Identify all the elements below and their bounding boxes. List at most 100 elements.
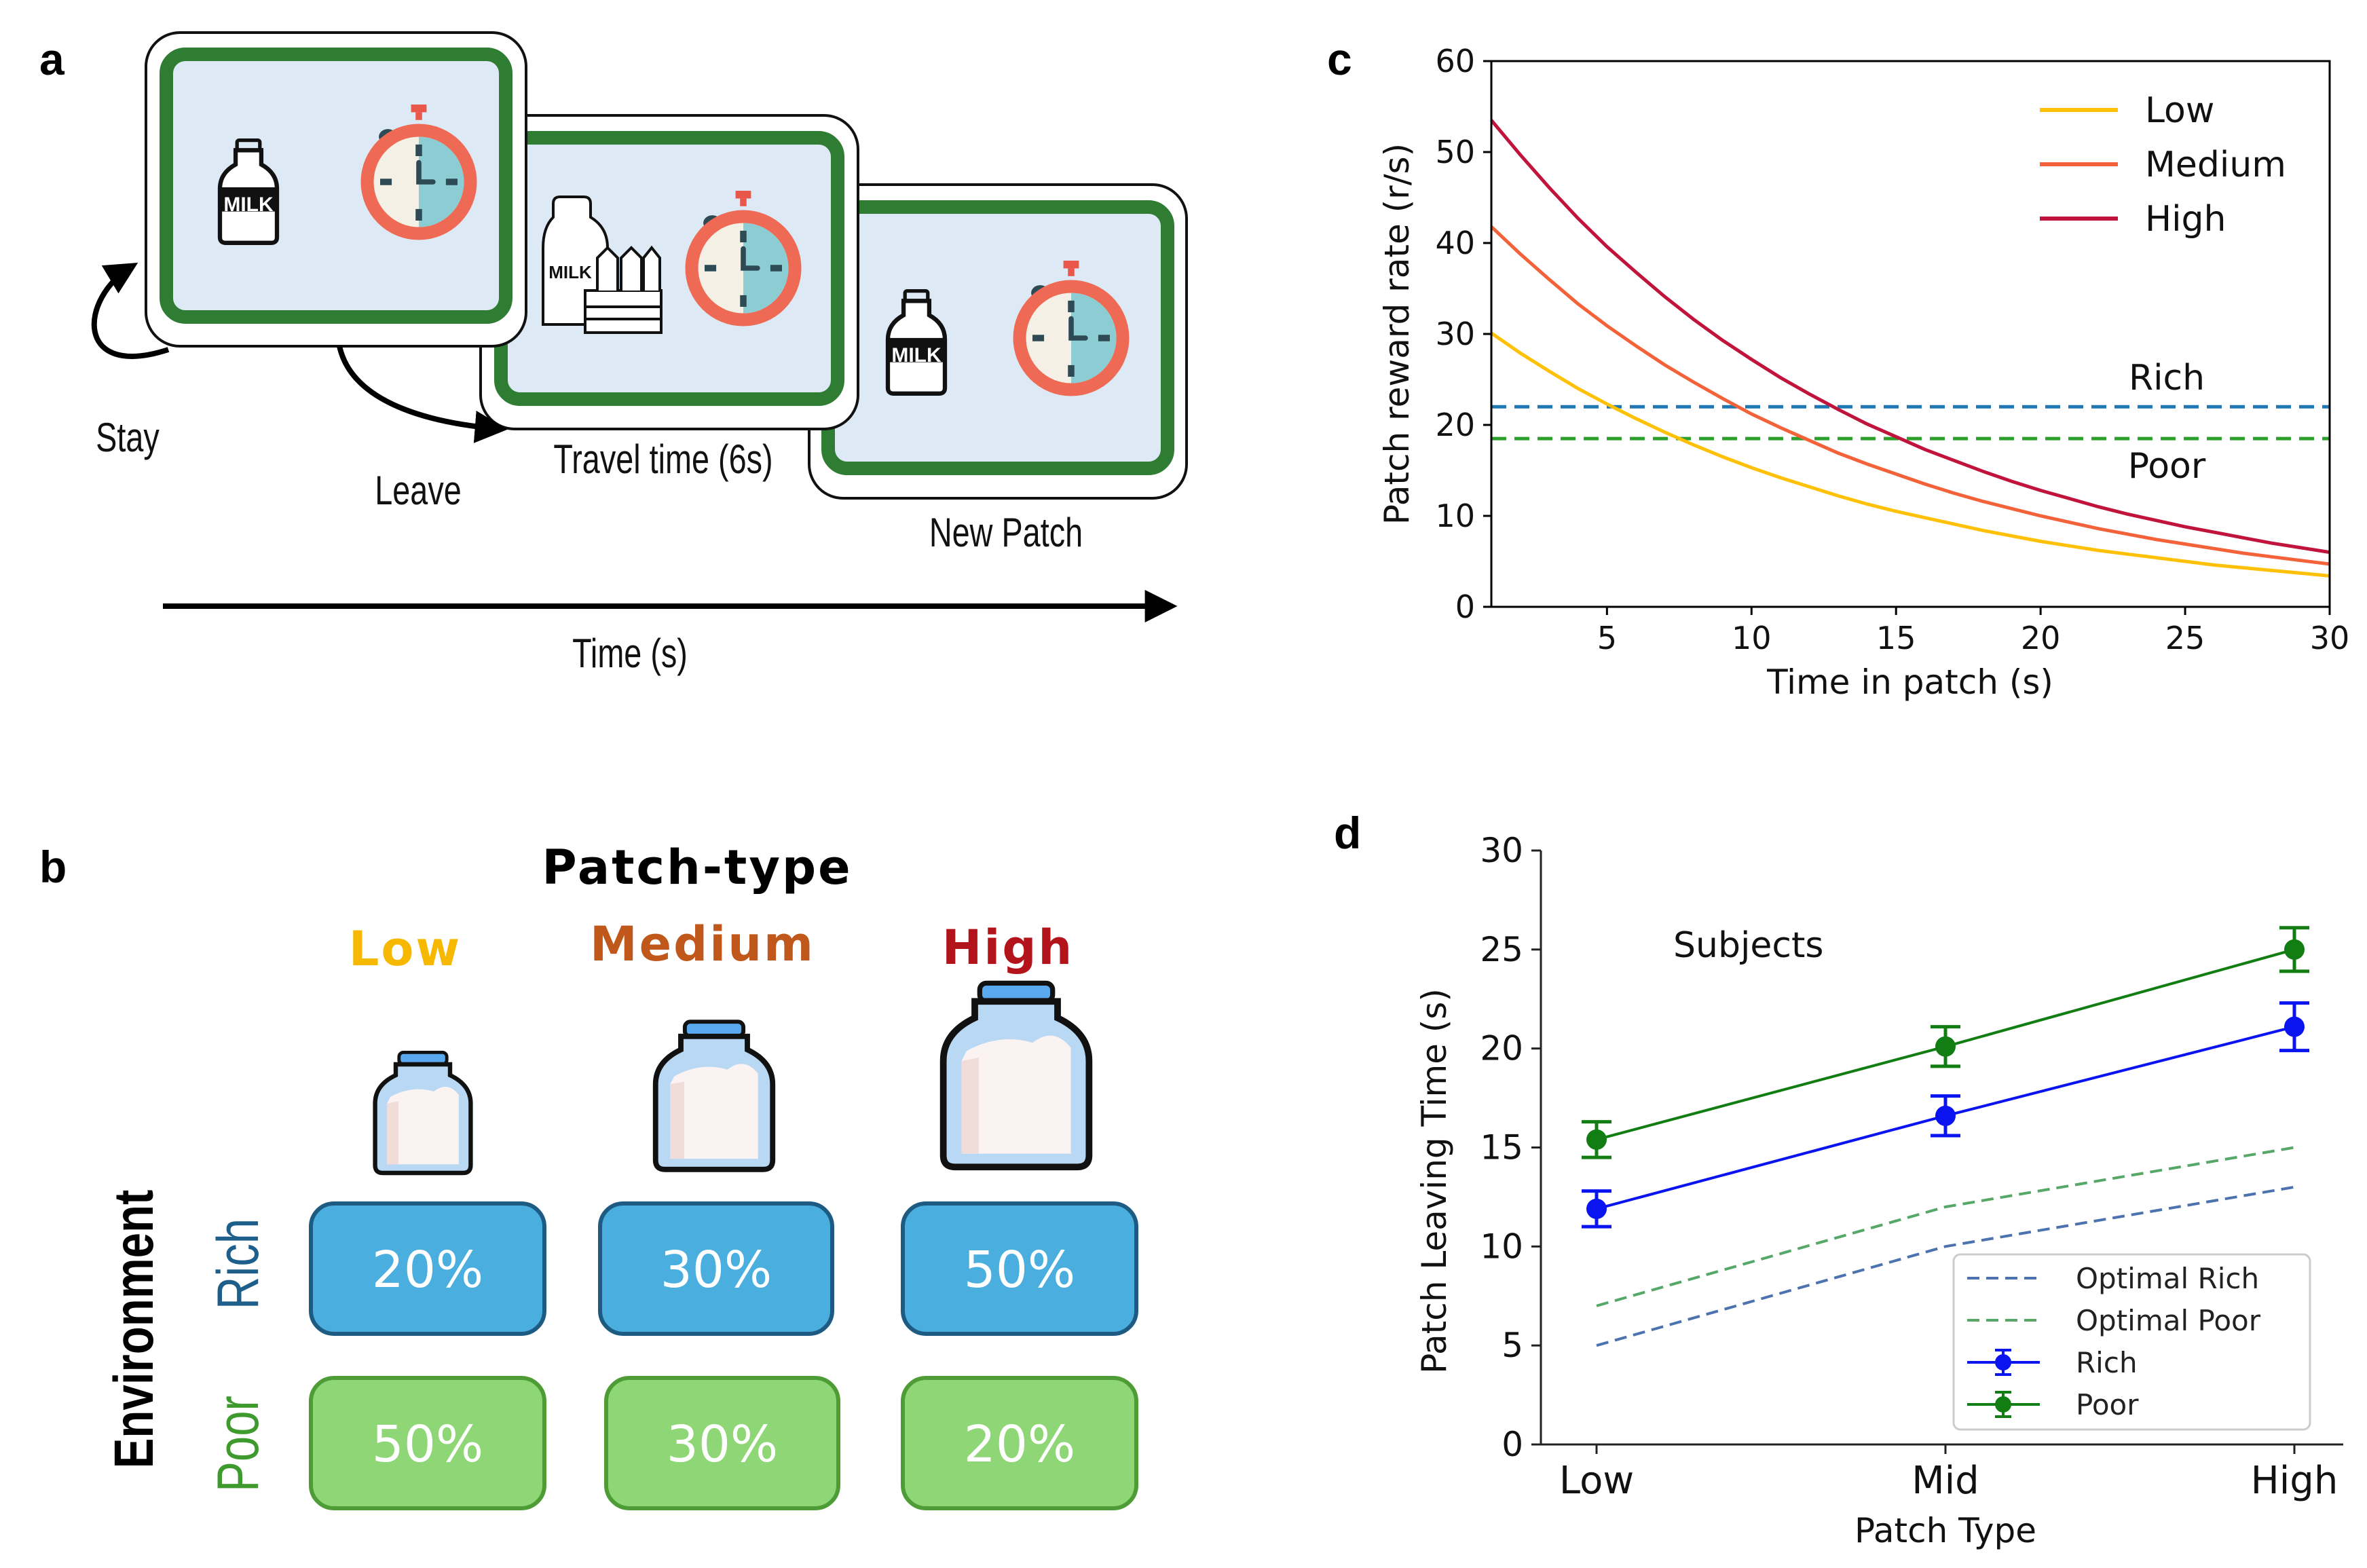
y-tick-label: 5 — [1502, 1326, 1523, 1365]
cell-value: 30% — [667, 1415, 778, 1474]
cell-rich-high: 50% — [901, 1201, 1138, 1336]
x-tick-label: 30 — [2310, 620, 2350, 656]
panel-c-letter: c — [1327, 34, 1352, 84]
legend-label-poor: Poor — [2076, 1388, 2139, 1421]
series-line-high — [1490, 119, 2330, 555]
panel-d-axes: 0 5 10 15 20 25 30 Low Mid High — [1480, 831, 2343, 1503]
y-tick-label: 40 — [1435, 225, 1475, 261]
y-tick-label: 30 — [1480, 831, 1523, 870]
cell-value: 50% — [372, 1415, 483, 1474]
legend-label-optimal-rich: Optimal Rich — [2076, 1262, 2259, 1295]
leave-label: Leave — [375, 468, 461, 513]
panel-d-annotation: Subjects — [1673, 925, 1823, 966]
panel-c-xlabel: Time in patch (s) — [1766, 662, 2053, 702]
legend-label-high: High — [2145, 199, 2226, 240]
patch-type-title: Patch-type — [542, 840, 852, 895]
y-tick-label: 20 — [1435, 407, 1475, 443]
leave-arrow — [337, 346, 508, 443]
x-tick-label: Low — [1559, 1459, 1634, 1503]
legend-box — [1952, 1253, 2311, 1431]
y-tick-label: 10 — [1435, 498, 1475, 534]
x-tick-label: 25 — [2165, 620, 2205, 656]
cell-value: 20% — [372, 1241, 483, 1299]
y-tick-label: 0 — [1502, 1425, 1523, 1464]
stay-label: Stay — [96, 415, 160, 460]
data-point-poor — [2284, 939, 2305, 960]
series-line-medium — [1490, 225, 2330, 566]
panel-d-ylabel: Patch Leaving Time (s) — [1415, 988, 1454, 1374]
data-point-rich — [2284, 1016, 2305, 1037]
legend-label-medium: Medium — [2145, 145, 2286, 185]
hline-label-poor: Poor — [2128, 446, 2206, 487]
y-tick-label: 50 — [1435, 134, 1475, 170]
col-label-high: High — [942, 920, 1075, 975]
row-label-poor: Poor — [206, 1396, 271, 1492]
cell-rich-medium: 30% — [598, 1201, 834, 1336]
x-tick-label: Mid — [1912, 1459, 1979, 1503]
bottle-icon-low — [373, 1050, 473, 1176]
cell-poor-medium: 30% — [604, 1376, 840, 1510]
bottle-label: MILK — [891, 344, 942, 367]
y-tick-label: 20 — [1480, 1029, 1523, 1068]
col-label-medium: Medium — [590, 916, 815, 972]
cell-value: 50% — [964, 1241, 1075, 1299]
crate-label: MILK — [548, 262, 592, 282]
patch-screen-new: MILK — [808, 183, 1188, 500]
y-tick-label: 30 — [1435, 316, 1475, 352]
x-tick-label: 10 — [1732, 620, 1772, 656]
panel-d-xlabel: Patch Type — [1855, 1511, 2036, 1550]
legend-marker-rich — [1995, 1354, 2011, 1370]
legend-marker-poor — [1995, 1396, 2011, 1413]
hline-label-rich: Rich — [2129, 358, 2205, 398]
data-point-poor — [1935, 1036, 1956, 1057]
panel-d-legend: Optimal Rich Optimal Poor Rich Poor — [1952, 1253, 2311, 1431]
stay-arrow — [91, 263, 170, 359]
series-line-optimal-rich — [1596, 1185, 2295, 1347]
cell-poor-high: 20% — [901, 1376, 1138, 1510]
panel-c-frame — [1490, 60, 2331, 608]
panel-c-hline-labels: Rich Poor — [2128, 358, 2206, 487]
milk-crate-icon: MILK — [542, 195, 663, 334]
cell-value: 20% — [964, 1415, 1075, 1474]
bottle-icon-medium — [652, 1020, 776, 1172]
panel-b: b Patch-type Low Medium High Environment… — [39, 840, 1138, 1510]
panel-a-letter: a — [39, 34, 65, 84]
cell-poor-low: 50% — [309, 1376, 546, 1510]
x-tick-label: 5 — [1597, 620, 1617, 656]
panel-b-letter: b — [39, 842, 67, 892]
data-point-rich — [1935, 1105, 1956, 1126]
series-line-optimal-poor — [1596, 1146, 2295, 1307]
panel-d: d 0 5 10 15 20 25 30 Low Mid High Subjects Patch … — [1334, 808, 2343, 1550]
panel-c-ylabel: Patch reward rate (r/s) — [1377, 143, 1417, 525]
panel-c-legend: Low Medium High — [2040, 90, 2286, 240]
travel-time-label: Travel time (6s) — [553, 436, 772, 482]
col-label-low: Low — [349, 921, 462, 977]
x-tick-label: 20 — [2021, 620, 2061, 656]
new-patch-label: New Patch — [929, 510, 1083, 555]
y-tick-label: 25 — [1480, 930, 1523, 969]
cell-rich-low: 20% — [309, 1201, 546, 1336]
legend-label-optimal-poor: Optimal Poor — [2076, 1304, 2261, 1337]
patch-screen-travel: MILK — [479, 114, 859, 430]
panel-c-ticks: 5 10 15 20 25 30 0 10 20 30 40 50 60 — [1435, 43, 2349, 656]
cell-value: 30% — [660, 1241, 772, 1299]
panel-d-plot-area — [1582, 926, 2309, 1347]
y-tick-label: 0 — [1455, 589, 1475, 625]
x-tick-label: High — [2251, 1459, 2338, 1503]
legend-label-rich: Rich — [2076, 1346, 2138, 1379]
x-tick-label: 15 — [1876, 620, 1916, 656]
y-tick-label: 10 — [1480, 1227, 1523, 1266]
bottle-icon-high — [939, 980, 1093, 1171]
panel-c-plot-area — [1490, 119, 2330, 578]
legend-label-low: Low — [2145, 90, 2214, 131]
y-tick-label: 15 — [1480, 1128, 1523, 1168]
data-point-poor — [1586, 1129, 1607, 1150]
panel-c: c 5 10 15 20 25 30 0 10 20 30 40 50 60 Time in patch… — [1327, 34, 2349, 702]
time-axis-label: Time (s) — [572, 631, 688, 676]
y-tick-label: 60 — [1435, 43, 1475, 79]
patch-screen-current: MILK — [145, 31, 527, 348]
panel-a: a MILK MILK — [39, 31, 1188, 676]
environment-label: Environment — [102, 1190, 165, 1469]
row-label-rich: Rich — [206, 1218, 271, 1309]
